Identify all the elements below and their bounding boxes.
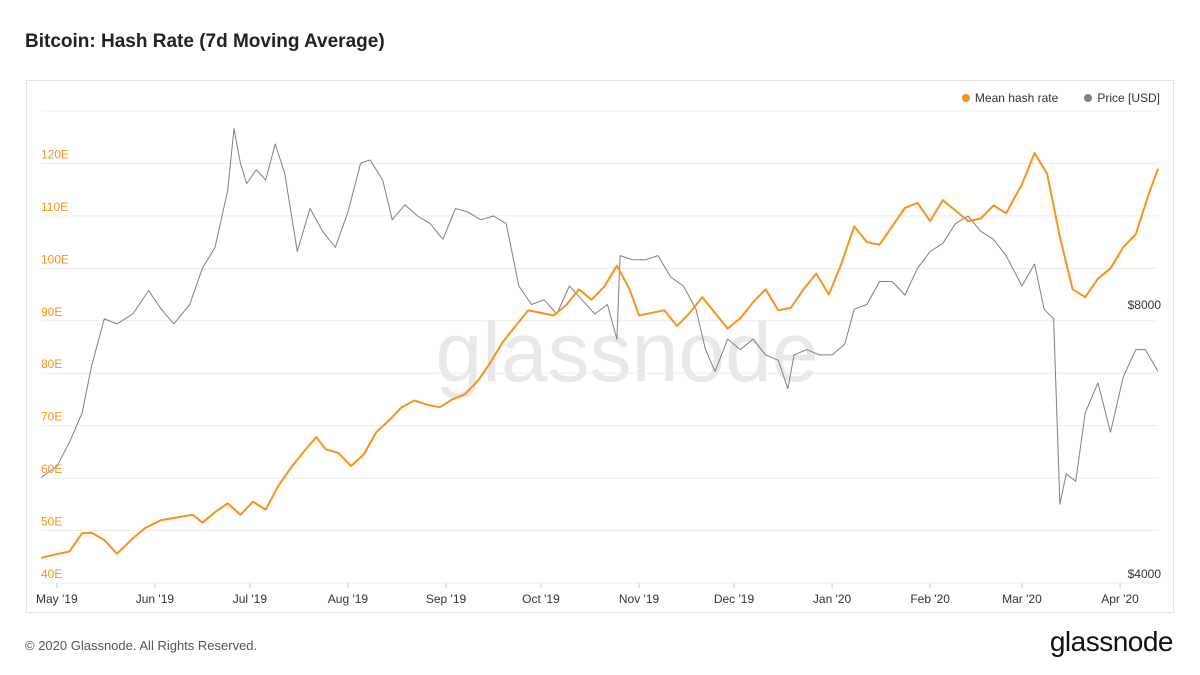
glassnode-logo[interactable]: glassnode <box>1049 626 1174 657</box>
chart-container: glassnode 40E 50E 60E 70E 80E 90E 100E 110E 120E… <box>26 80 1174 613</box>
legend-item-price[interactable]: Price [USD] <box>1084 91 1160 105</box>
axis-labels: 40E 50E 60E 70E 80E 90E 100E 110E 120E $4000 $8000… <box>36 147 1161 606</box>
chart-plot: glassnode 40E 50E 60E 70E 80E 90E 100E 110E 120E… <box>36 110 1161 606</box>
x-tick-label: Oct '19 <box>522 592 560 606</box>
legend-dot-hash-rate <box>961 94 970 102</box>
watermark-text: glassnode <box>436 305 819 399</box>
legend-item-hash-rate[interactable]: Mean hash rate <box>961 91 1059 105</box>
y-right-tick-label: $8000 <box>1128 298 1162 312</box>
y-left-tick-label: 70E <box>41 410 62 424</box>
x-tick-label: Mar '20 <box>1002 592 1042 606</box>
x-tick-label: Aug '19 <box>328 592 369 606</box>
x-tick-label: Sep '19 <box>426 592 467 606</box>
price-line <box>40 128 1159 505</box>
y-left-tick-label: 40E <box>41 567 62 581</box>
hash-rate-line <box>40 152 1159 559</box>
y-left-tick-label: 90E <box>41 305 62 319</box>
y-left-tick-label: 50E <box>41 515 62 529</box>
x-tick-label: Apr '20 <box>1101 592 1139 606</box>
chart-title: Bitcoin: Hash Rate (7d Moving Average) <box>25 31 385 52</box>
y-left-tick-label: 80E <box>41 357 62 371</box>
y-left-tick-label: 120E <box>41 147 69 161</box>
price-series <box>40 128 1159 505</box>
x-tick-label: Jun '19 <box>136 592 175 606</box>
grid-lines <box>41 110 1158 584</box>
y-right-tick-label: $4000 <box>1128 567 1162 581</box>
x-tick-label: May '19 <box>36 592 78 606</box>
x-tick-label: Jan '20 <box>813 592 852 606</box>
y-left-tick-label: 110E <box>41 200 68 214</box>
y-left-tick-label: 60E <box>41 462 62 476</box>
x-tick-label: Jul '19 <box>233 592 268 606</box>
x-tick-label: Dec '19 <box>714 592 755 606</box>
x-tick-label: Feb '20 <box>910 592 950 606</box>
y-left-tick-label: 100E <box>41 252 69 266</box>
x-tick-label: Nov '19 <box>619 592 660 606</box>
legend-label-hash-rate: Mean hash rate <box>974 91 1059 105</box>
legend: Mean hash rate Price [USD] <box>961 91 1160 105</box>
legend-dot-price <box>1084 94 1093 102</box>
copyright-text: © 2020 Glassnode. All Rights Reserved. <box>25 638 258 653</box>
hash-rate-series <box>40 152 1159 559</box>
legend-label-price: Price [USD] <box>1097 91 1160 105</box>
